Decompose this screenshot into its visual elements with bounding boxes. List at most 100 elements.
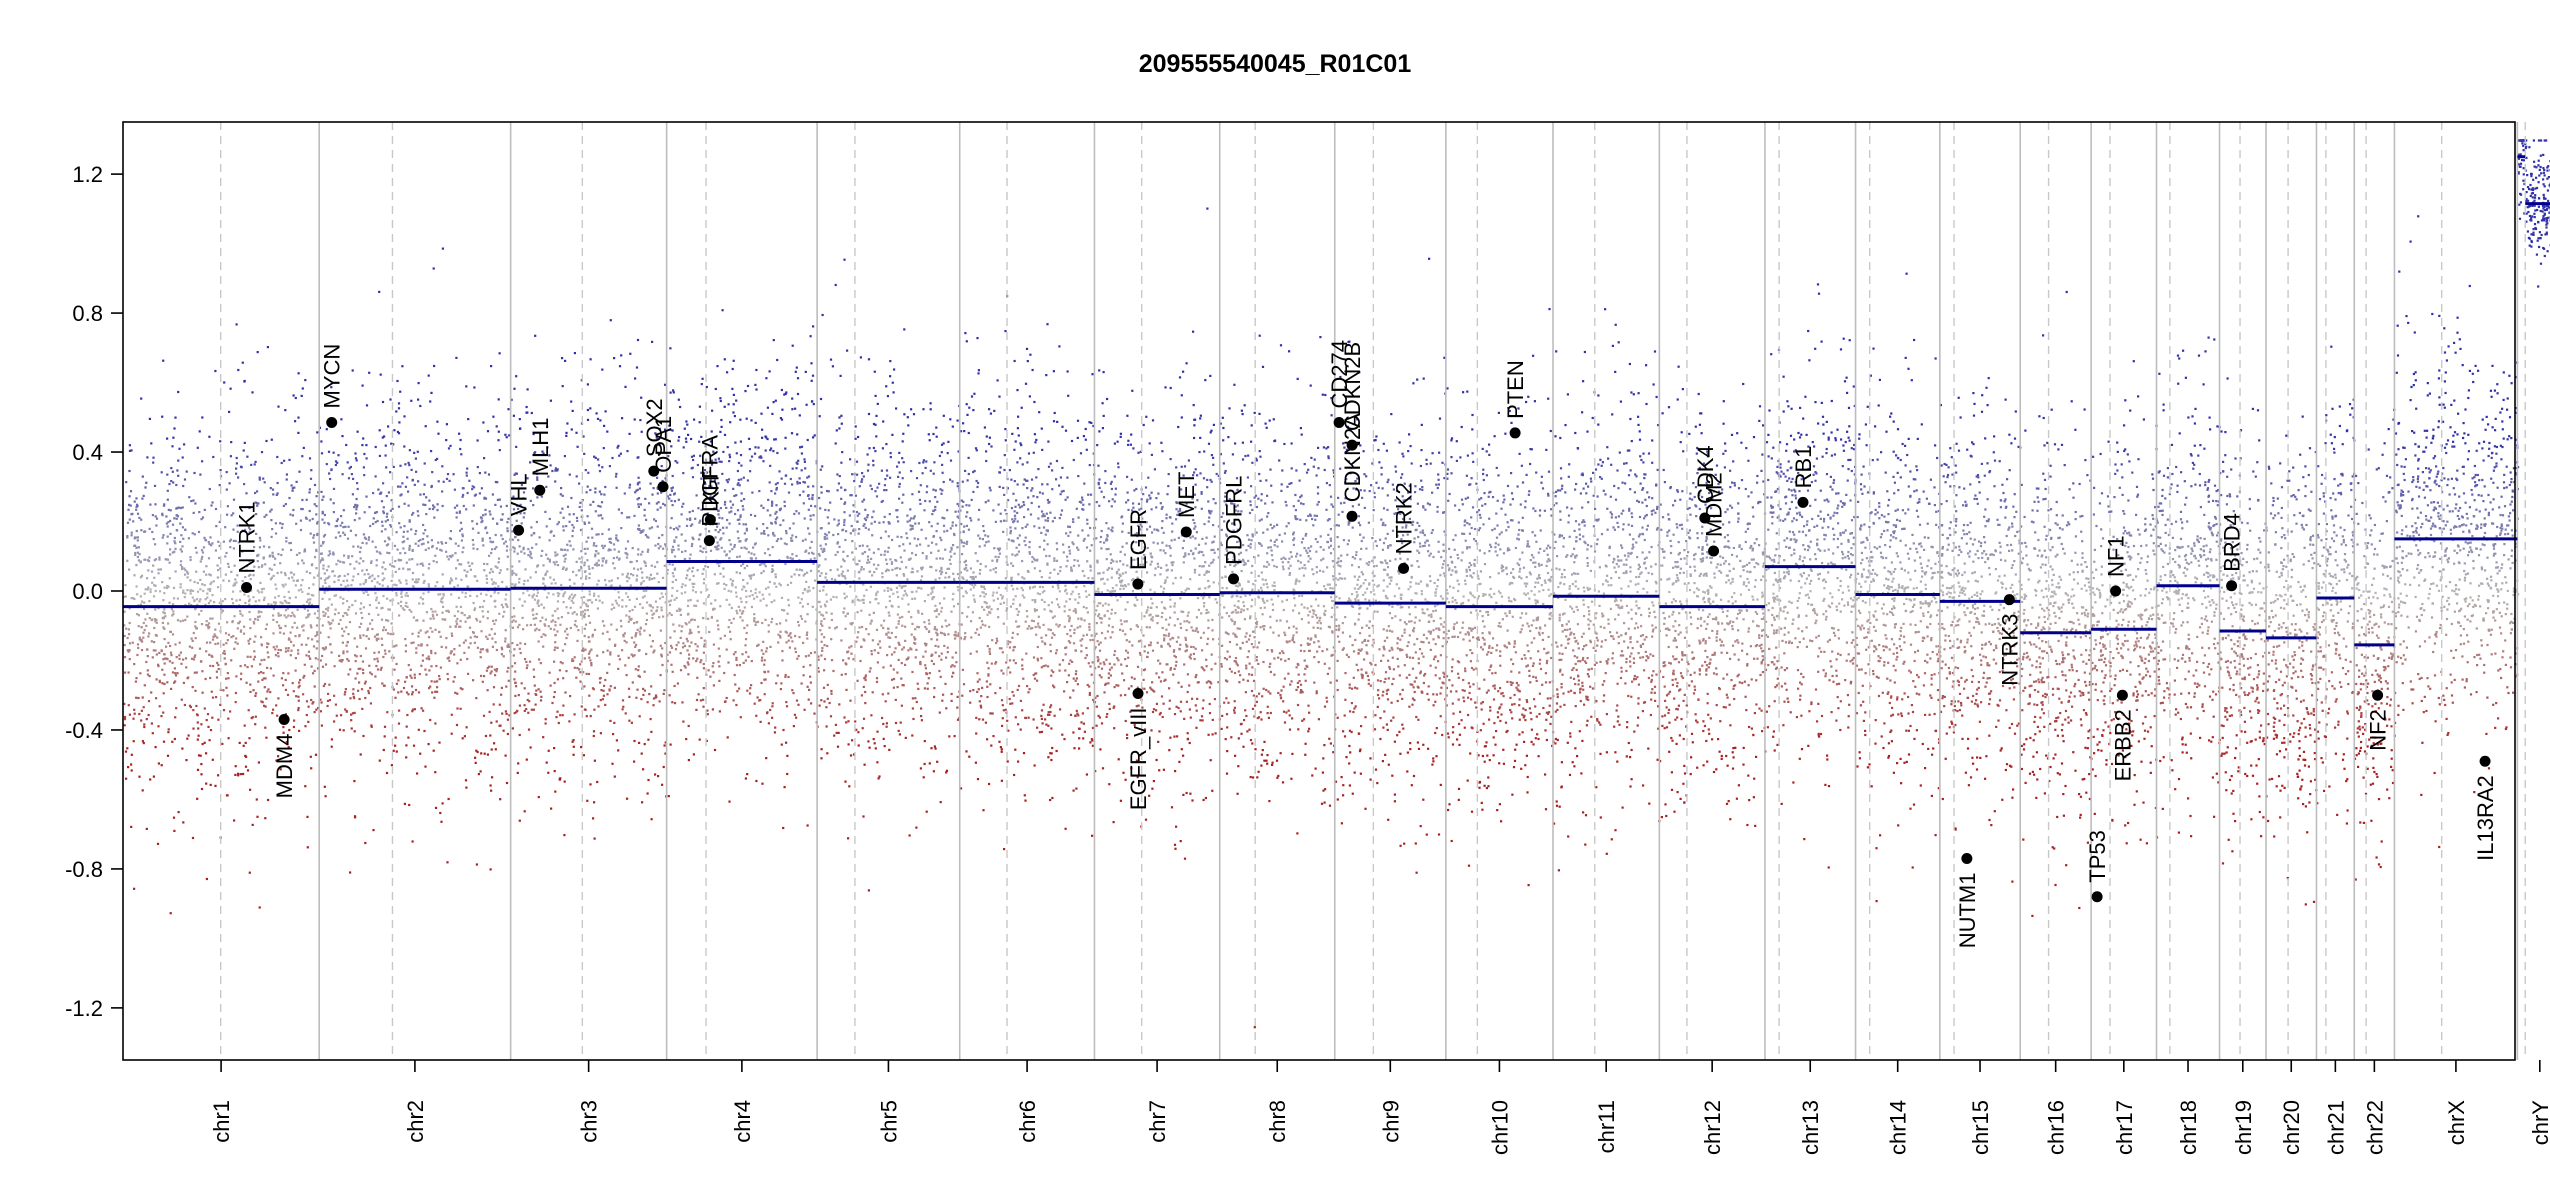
probe-point [339,596,342,599]
probe-point [194,689,197,692]
probe-point [264,677,267,680]
probe-point [721,472,724,475]
probe-point [398,567,401,570]
probe-point [504,433,507,436]
probe-point [389,563,392,566]
probe-point [568,595,571,598]
probe-point [301,559,304,562]
probe-point [130,534,133,537]
probe-point [873,571,876,574]
probe-point [360,622,363,625]
probe-point [911,571,914,574]
probe-point [514,620,517,623]
probe-point [226,794,229,797]
probe-point [459,447,462,451]
probe-point [671,504,674,507]
probe-point [200,518,203,521]
probe-point [272,555,275,558]
probe-point [744,638,748,641]
probe-point [351,369,354,372]
probe-point [155,618,158,621]
probe-point [364,841,367,845]
probe-point [450,713,453,716]
probe-point [211,594,214,597]
probe-point [677,498,680,501]
probe-point [538,628,541,632]
probe-point [341,435,344,438]
probe-point [755,714,758,717]
probe-point [592,730,596,733]
probe-point [639,531,642,534]
probe-point [594,487,597,490]
probe-point [745,589,748,593]
probe-point [843,597,847,600]
probe-point [585,540,588,543]
probe-point [150,722,153,725]
probe-point [547,749,550,752]
probe-point [783,542,786,545]
probe-point [191,589,195,592]
probe-point [132,717,135,720]
probe-point [596,654,599,657]
probe-point [951,425,954,428]
probe-point [458,644,461,647]
probe-point [469,636,472,639]
probe-point [140,626,143,629]
probe-point [583,522,586,525]
probe-point [296,579,299,582]
probe-point [255,513,258,516]
probe-point [450,650,453,653]
probe-point [637,497,641,500]
probe-point [732,617,735,620]
probe-point [612,562,615,565]
probe-point [638,528,641,531]
probe-point [347,477,351,480]
probe-point [153,584,156,587]
probe-point [334,460,338,463]
probe-point [548,671,551,674]
probe-point [236,524,239,527]
probe-point [282,632,285,635]
probe-point [175,514,178,517]
probe-point [321,654,324,658]
probe-point [202,546,206,549]
probe-point [615,739,618,742]
probe-point [316,631,319,634]
probe-point [916,682,919,685]
probe-point [655,502,658,505]
probe-point [790,636,793,639]
probe-point [137,696,140,700]
probe-point [664,741,667,744]
probe-point [482,514,485,517]
probe-point [475,522,479,525]
probe-point [319,659,322,662]
probe-point [186,589,189,592]
probe-point [523,810,526,813]
probe-point [253,622,256,625]
probe-point [625,556,629,559]
probe-point [362,634,365,637]
probe-point [497,592,500,595]
probe-point [336,518,339,521]
probe-point [320,724,323,727]
probe-point [527,728,531,731]
probe-point [384,520,387,523]
probe-point [347,608,350,611]
probe-point [480,752,483,755]
probe-point [254,600,257,603]
probe-point [135,529,138,533]
probe-point [436,690,439,693]
probe-point [197,734,200,737]
probe-point [704,483,707,486]
probe-point [750,419,753,422]
probe-point [670,644,673,647]
probe-point [350,473,353,476]
probe-point [254,460,257,463]
probe-point [603,684,606,687]
probe-point [405,582,408,585]
probe-point [234,641,237,644]
probe-point [208,589,212,592]
probe-point [152,456,155,459]
probe-point [402,547,405,550]
probe-point [825,600,828,603]
